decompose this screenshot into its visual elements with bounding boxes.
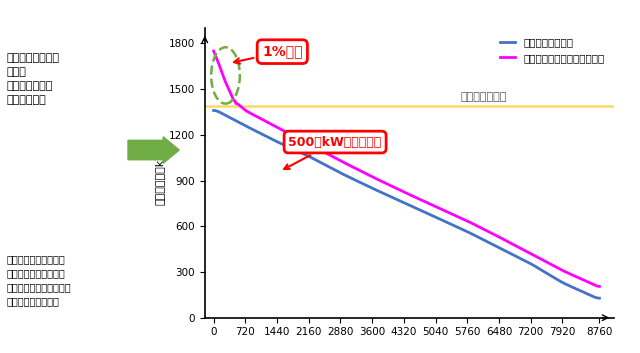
Text: 1%程度: 1%程度 (234, 45, 303, 64)
Legend: 試行前の想定潮流, 再エネ追加連系時の想定潮流: 試行前の想定潮流, 再エネ追加連系時の想定潮流 (495, 34, 609, 67)
Text: 500万kW再エネ追加: 500万kW再エネ追加 (284, 136, 381, 169)
Text: 注：想定潮流は需要や
電源等の条件が変われ
ば、本試算通りとならな
い場合があります。: 注：想定潮流は需要や 電源等の条件が変われ ば、本試算通りとならな い場合があり… (6, 254, 71, 306)
Text: 佐京連系の限界: 佐京連系の限界 (460, 92, 507, 102)
Y-axis label: 想定潮流（万kW）: 想定潮流（万kW） (155, 141, 164, 205)
Text: ・発電出力制御が
　必要
・供給力として
　見込めない: ・発電出力制御が 必要 ・供給力として 見込めない (6, 53, 60, 105)
